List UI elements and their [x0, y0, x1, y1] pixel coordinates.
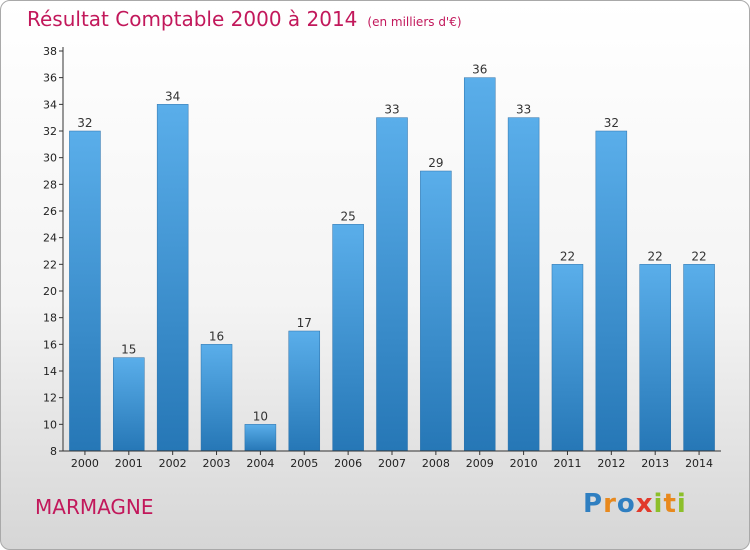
y-tick-label-16: 16: [43, 338, 57, 351]
x-tick-label-2009: 2009: [466, 457, 494, 470]
x-tick-label-2003: 2003: [203, 457, 231, 470]
bar-2001: [113, 357, 145, 452]
x-tick-label-2010: 2010: [510, 457, 538, 470]
bar-2004: [244, 424, 277, 452]
data-label-2003: 16: [209, 329, 224, 343]
x-tick-label-2007: 2007: [378, 457, 406, 470]
logo-letter: x: [635, 489, 654, 519]
logo-letter: i: [653, 489, 664, 519]
bar-2007: [376, 117, 408, 452]
chart-title: Résultat Comptable 2000 à 2014: [27, 7, 358, 31]
bar-2002: [156, 104, 189, 452]
y-tick-label-26: 26: [43, 205, 57, 218]
axes-group: 2000 2001 2002 2003 2004 2005 2006 2007 2008 2009…: [43, 45, 721, 470]
y-tick-label-24: 24: [43, 232, 57, 245]
logo-letter: t: [663, 489, 677, 519]
data-label-2013: 22: [648, 249, 663, 263]
y-tick-label-28: 28: [43, 178, 57, 191]
data-label-2009: 36: [472, 63, 487, 77]
data-label-2001: 15: [121, 343, 136, 357]
bars-group: 32 15 34 16 10 17 25 33 29 36 33 22 32 22 22: [69, 63, 715, 452]
bar-2012: [595, 130, 628, 452]
x-tick-label-2011: 2011: [553, 457, 581, 470]
proxiti-logo: Proxiti: [583, 489, 687, 519]
logo-letter: r: [603, 489, 617, 519]
data-label-2014: 22: [691, 249, 706, 263]
x-tick-label-2014: 2014: [685, 457, 713, 470]
bar-2011: [551, 264, 584, 452]
x-tick-label-2006: 2006: [334, 457, 362, 470]
y-tick-label-22: 22: [43, 258, 57, 271]
data-label-2002: 34: [165, 89, 180, 103]
y-tick-label-12: 12: [43, 392, 57, 405]
x-tick-label-2004: 2004: [246, 457, 274, 470]
y-tick-label-18: 18: [43, 312, 57, 325]
bar-2005: [288, 330, 321, 452]
y-tick-label-30: 30: [43, 152, 57, 165]
bar-2003: [200, 344, 233, 452]
logo-letter: i: [676, 489, 687, 519]
y-tick-label-14: 14: [43, 365, 57, 378]
x-tick-label-2005: 2005: [290, 457, 318, 470]
y-tick-label-36: 36: [43, 72, 57, 85]
y-tick-label-38: 38: [43, 45, 57, 58]
x-tick-label-2000: 2000: [71, 457, 99, 470]
data-label-2010: 33: [516, 103, 531, 117]
x-tick-label-2001: 2001: [115, 457, 143, 470]
y-tick-label-32: 32: [43, 125, 57, 138]
chart-title-block: Résultat Comptable 2000 à 2014 (en millie…: [27, 7, 462, 31]
data-label-2011: 22: [560, 249, 575, 263]
data-label-2005: 17: [297, 316, 312, 330]
data-label-2007: 33: [384, 103, 399, 117]
y-tick-label-34: 34: [43, 98, 57, 111]
city-name: MARMAGNE: [35, 495, 154, 519]
x-tick-label-2012: 2012: [597, 457, 625, 470]
data-label-2006: 25: [340, 209, 355, 223]
logo-letter: P: [583, 489, 604, 519]
x-tick-label-2002: 2002: [159, 457, 187, 470]
data-label-2008: 29: [428, 156, 443, 170]
x-tick-label-2008: 2008: [422, 457, 450, 470]
chart-subtitle: (en milliers d'€): [367, 15, 462, 29]
bar-2006: [332, 224, 364, 452]
bar-2014: [683, 264, 715, 452]
bar-2009: [463, 77, 496, 452]
bar-2010: [507, 117, 540, 452]
bar-2008: [420, 170, 452, 452]
bar-2013: [639, 264, 671, 452]
y-tick-label-10: 10: [43, 418, 57, 431]
y-tick-label-20: 20: [43, 285, 57, 298]
x-tick-label-2013: 2013: [641, 457, 669, 470]
logo-letter: o: [616, 489, 636, 519]
bar-2000: [69, 130, 101, 452]
y-tick-label-8: 8: [50, 445, 57, 458]
data-label-2000: 32: [77, 116, 92, 130]
data-label-2004: 10: [253, 409, 268, 423]
data-label-2012: 32: [604, 116, 619, 130]
